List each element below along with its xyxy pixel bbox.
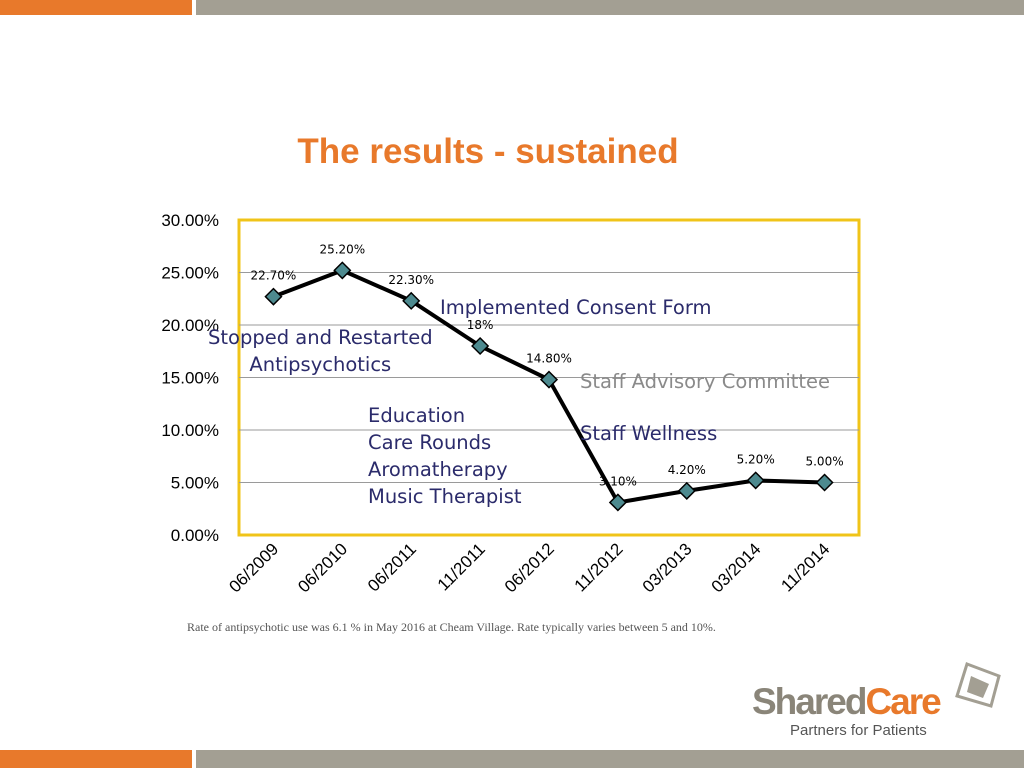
annotation-care-rounds: Care Rounds bbox=[368, 431, 492, 454]
x-tick-label: 03/2013 bbox=[639, 539, 696, 596]
y-tick-label: 30.00% bbox=[161, 211, 219, 230]
x-tick-label: 06/2011 bbox=[364, 539, 420, 595]
y-tick-label: 20.00% bbox=[161, 316, 219, 335]
annotation-staff-wellness: Staff Wellness bbox=[580, 422, 718, 445]
data-point-marker bbox=[471, 336, 490, 356]
slide-title: The results - sustained bbox=[297, 132, 679, 171]
y-tick-label: 10.00% bbox=[161, 421, 219, 440]
logo-shared-text: Shared bbox=[752, 681, 867, 722]
annotation-stopped-line1: Stopped and Restarted bbox=[208, 326, 433, 349]
footnote: Rate of antipsychotic use was 6.1 % in M… bbox=[187, 620, 716, 634]
logo-wordmark: SharedCare bbox=[752, 681, 942, 722]
data-point-marker bbox=[815, 473, 834, 492]
top-accent-bar bbox=[0, 0, 192, 15]
data-label: 5.00% bbox=[805, 455, 843, 469]
annotation-aromatherapy: Aromatherapy bbox=[368, 458, 508, 481]
annotation-education: Education bbox=[368, 404, 466, 427]
data-point-marker bbox=[677, 481, 696, 500]
data-point-marker bbox=[608, 493, 627, 512]
sharedcare-logo: SharedCare Partners for Patients bbox=[752, 662, 1012, 742]
x-tick-label: 11/2014 bbox=[777, 539, 833, 595]
top-gray-bar bbox=[196, 0, 1024, 15]
x-tick-label: 03/2014 bbox=[708, 539, 765, 596]
bottom-accent-bar bbox=[0, 750, 192, 768]
data-point-marker bbox=[402, 291, 421, 310]
data-label: 14.80% bbox=[526, 352, 572, 366]
data-label: 5.20% bbox=[737, 452, 775, 466]
annotation-consent-form: Implemented Consent Form bbox=[440, 296, 712, 319]
data-label: 22.30% bbox=[388, 273, 434, 287]
x-tick-label: 06/2009 bbox=[225, 539, 282, 596]
y-tick-label: 0.00% bbox=[171, 526, 219, 545]
data-label: 18% bbox=[467, 318, 494, 332]
annotation-stopped-line2: Antipsychotics bbox=[249, 353, 392, 376]
x-tick-label: 06/2010 bbox=[294, 539, 351, 596]
data-label: 3.10% bbox=[599, 474, 637, 488]
data-point-marker bbox=[264, 287, 283, 306]
data-point-marker bbox=[539, 370, 559, 389]
y-tick-label: 25.00% bbox=[161, 264, 219, 283]
logo-mark-icon bbox=[955, 662, 1001, 708]
logo-tagline: Partners for Patients bbox=[790, 722, 927, 739]
annotation-interventions-list: Education Care Rounds Aromatherapy Music… bbox=[368, 402, 522, 510]
logo-care-text: Care bbox=[865, 681, 941, 722]
y-tick-label: 5.00% bbox=[171, 474, 219, 493]
x-tick-label: 11/2011 bbox=[434, 539, 489, 594]
data-label: 25.20% bbox=[319, 242, 365, 256]
annotation-staff-advisory: Staff Advisory Committee bbox=[580, 370, 831, 393]
x-tick-label: 06/2012 bbox=[501, 539, 558, 596]
bottom-gray-bar bbox=[196, 750, 1024, 768]
data-point-marker bbox=[746, 471, 765, 490]
annotation-music-therapist: Music Therapist bbox=[368, 485, 522, 508]
annotation-stopped-restarted: Stopped and Restarted Antipsychotics bbox=[208, 324, 433, 378]
data-label: 4.20% bbox=[668, 463, 706, 477]
data-point-marker bbox=[333, 261, 352, 280]
data-label: 22.70% bbox=[251, 269, 297, 283]
x-tick-label: 11/2012 bbox=[571, 539, 627, 595]
y-tick-label: 15.00% bbox=[161, 369, 219, 388]
